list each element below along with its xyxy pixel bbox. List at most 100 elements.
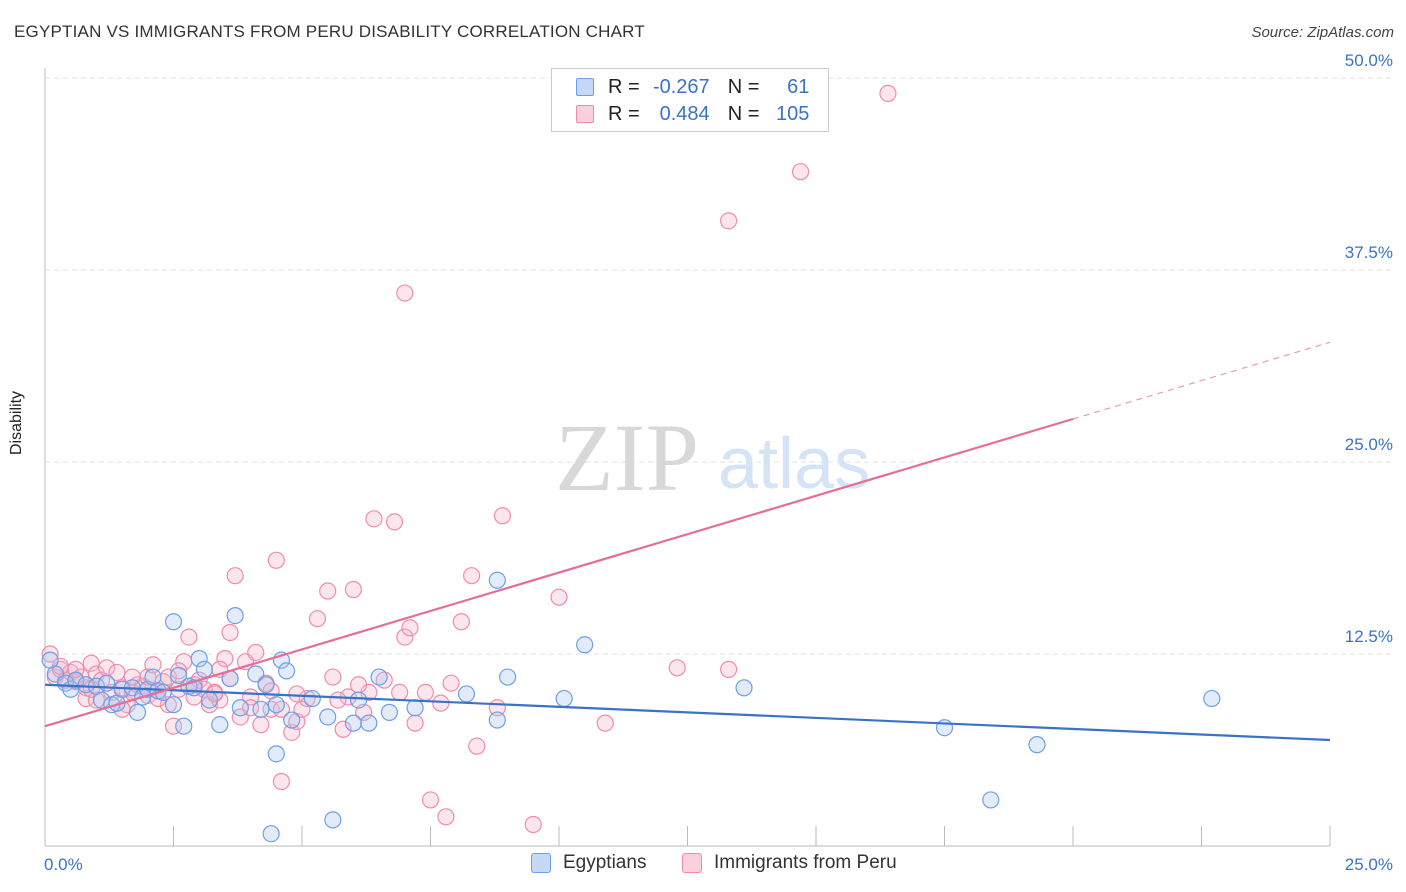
egyptian-point bbox=[457, 685, 476, 703]
gridlines bbox=[45, 77, 1395, 655]
peru-point bbox=[791, 163, 810, 181]
egyptian-point bbox=[555, 689, 573, 708]
egyptian-point bbox=[170, 666, 188, 685]
correlation-legend: R = -0.267 N = 61 R = 0.484 N = 105 bbox=[551, 68, 829, 132]
y-tick-labels: 12.5% 25.0% 37.5% 50.0% bbox=[1345, 51, 1393, 646]
peru-point bbox=[452, 613, 470, 631]
axes bbox=[44, 68, 1331, 847]
watermark-atlas: atlas bbox=[718, 424, 870, 504]
legend-row-peru: R = 0.484 N = 105 bbox=[576, 102, 809, 126]
x-tick-label-max: 25.0% bbox=[1345, 855, 1393, 874]
egyptian-point bbox=[324, 811, 342, 829]
peru-point bbox=[272, 772, 291, 791]
peru-point bbox=[349, 676, 368, 694]
peru-point bbox=[216, 650, 234, 668]
watermark-zip: ZIP bbox=[555, 404, 699, 511]
egyptian-point bbox=[200, 691, 219, 709]
trend-lines bbox=[44, 341, 1331, 742]
egyptian-point bbox=[380, 703, 398, 721]
peru-point bbox=[344, 580, 362, 599]
egyptian-point bbox=[319, 708, 337, 726]
peru-point bbox=[87, 691, 106, 709]
peru-point bbox=[221, 623, 239, 642]
egyptian-point bbox=[1203, 689, 1221, 708]
bottom-legend-egyptians: Egyptians bbox=[531, 852, 646, 874]
peru-point bbox=[334, 720, 352, 738]
legend-row-egyptians: R = -0.267 N = 61 bbox=[576, 75, 809, 99]
egyptian-point bbox=[499, 668, 517, 686]
egyptian-point bbox=[267, 696, 285, 714]
legend-r-value-peru: 0.484 bbox=[659, 102, 710, 125]
egyptian-point bbox=[164, 696, 183, 714]
egyptians-legend-label: Egyptians bbox=[563, 852, 647, 873]
legend-n-label: N = bbox=[727, 102, 760, 125]
egyptian-point bbox=[164, 613, 183, 631]
chart-source: Source: ZipAtlas.com bbox=[1251, 24, 1394, 41]
egyptian-point bbox=[349, 691, 368, 709]
egyptian-point bbox=[267, 745, 285, 763]
egyptian-point bbox=[277, 662, 296, 680]
egyptian-point bbox=[226, 606, 244, 625]
egyptian-point bbox=[283, 711, 301, 729]
peru-point bbox=[668, 659, 686, 677]
egyptian-point bbox=[252, 700, 270, 718]
egyptians-trend-line bbox=[44, 683, 1331, 742]
peru-point bbox=[720, 660, 738, 678]
egyptian-point bbox=[231, 699, 249, 717]
egyptian-point bbox=[190, 650, 208, 668]
egyptian-point bbox=[195, 660, 213, 678]
egyptian-point bbox=[67, 671, 85, 689]
egyptian-point bbox=[41, 651, 59, 669]
peru-point bbox=[385, 513, 404, 531]
peru-point bbox=[98, 659, 116, 677]
peru-trend-line bbox=[44, 417, 1074, 728]
peru-point bbox=[283, 723, 301, 741]
peru-point bbox=[108, 663, 126, 682]
legend-n-value-peru: 105 bbox=[776, 102, 810, 125]
peru-point bbox=[396, 628, 414, 646]
peru-point bbox=[493, 507, 512, 525]
peru-point bbox=[293, 700, 311, 718]
chart-title: EGYPTIAN VS IMMIGRANTS FROM PERU DISABIL… bbox=[14, 22, 645, 41]
legend-r-label: R = bbox=[608, 102, 640, 125]
egyptian-point bbox=[488, 711, 506, 729]
y-tick-label: 37.5% bbox=[1345, 243, 1393, 262]
peru-point bbox=[180, 628, 198, 646]
egyptian-point bbox=[128, 703, 147, 721]
y-tick-label: 12.5% bbox=[1345, 627, 1393, 646]
peru-point bbox=[421, 791, 440, 809]
peru-legend-swatch bbox=[682, 853, 702, 873]
legend-r-value-egyptians: -0.267 bbox=[652, 75, 710, 98]
peru-point bbox=[432, 694, 450, 712]
peru-point bbox=[396, 284, 414, 302]
egyptian-point bbox=[735, 679, 753, 697]
peru-point bbox=[401, 619, 419, 637]
egyptian-point bbox=[98, 674, 116, 692]
egyptians-swatch bbox=[576, 78, 594, 96]
egyptian-point bbox=[262, 825, 280, 843]
peru-point bbox=[468, 737, 486, 755]
peru-swatch bbox=[576, 105, 594, 123]
peru-point bbox=[550, 588, 568, 606]
peru-point bbox=[288, 685, 306, 703]
peru-point bbox=[524, 815, 542, 834]
bottom-legend-peru: Immigrants from Peru bbox=[682, 852, 897, 874]
egyptian-point bbox=[982, 791, 1000, 809]
peru-point bbox=[82, 654, 100, 672]
egyptian-point bbox=[406, 699, 424, 717]
peru-point bbox=[319, 582, 337, 600]
legend-n-value-egyptians: 61 bbox=[787, 75, 810, 98]
peru-legend-label: Immigrants from Peru bbox=[714, 852, 897, 873]
peru-point bbox=[267, 551, 285, 569]
peru-point bbox=[252, 716, 270, 734]
peru-point bbox=[442, 674, 460, 692]
egyptian-point bbox=[344, 714, 362, 732]
peru-point bbox=[170, 662, 188, 680]
egyptian-point bbox=[488, 571, 506, 589]
peru-point bbox=[375, 671, 393, 689]
peru-point bbox=[226, 567, 244, 585]
peru-point bbox=[596, 714, 614, 732]
egyptian-point bbox=[360, 714, 378, 732]
egyptian-point bbox=[576, 636, 594, 654]
